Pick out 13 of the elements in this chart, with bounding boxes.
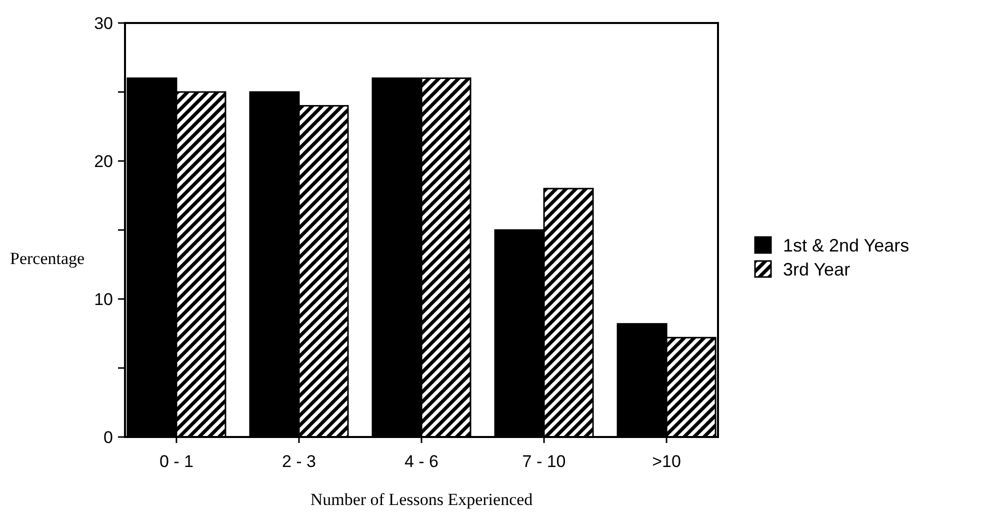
y-tick-label: 0 <box>104 428 113 447</box>
y-tick-label: 20 <box>94 152 113 171</box>
y-axis-title: Percentage <box>10 249 85 268</box>
y-tick-label: 30 <box>94 14 113 33</box>
x-tick-label: 0 - 1 <box>159 452 194 471</box>
x-axis-title: Number of Lessons Experienced <box>310 490 534 509</box>
x-tick-label: >10 <box>652 452 681 471</box>
x-tick-label: 7 - 10 <box>522 452 566 471</box>
y-tick-label: 10 <box>94 290 113 309</box>
x-tick-label: 4 - 6 <box>404 452 439 471</box>
x-tick-label: 2 - 3 <box>282 452 316 471</box>
legend-label: 1st & 2nd Years <box>783 235 910 256</box>
legend-label: 3rd Year <box>783 259 850 280</box>
